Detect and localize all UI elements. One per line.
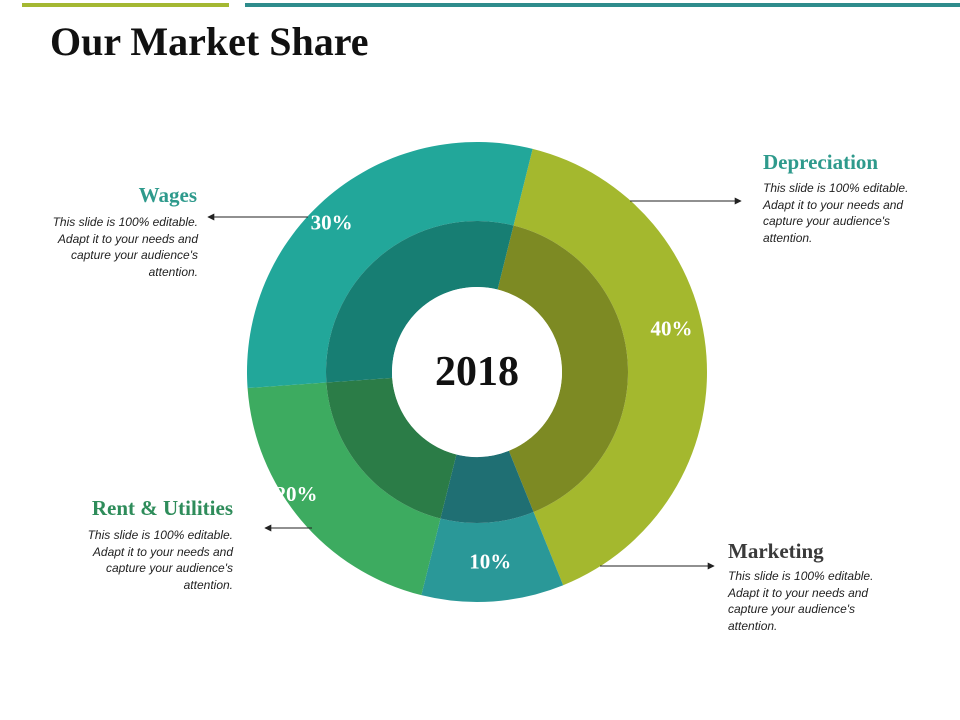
accent-bar-left xyxy=(22,3,229,7)
wages-heading: Wages xyxy=(138,183,197,207)
slice-rent-and-utilities xyxy=(247,382,441,596)
rent-utilities-description: This slide is 100% editable. Adapt it to… xyxy=(87,528,233,592)
slice-inner-wages xyxy=(326,221,514,383)
slice-inner-marketing xyxy=(440,450,534,523)
donut-hole xyxy=(392,287,562,457)
value-label-rent-and-utilities: 20% xyxy=(275,482,317,506)
slice-inner-depreciation xyxy=(497,225,628,513)
marketing-description: This slide is 100% editable. Adapt it to… xyxy=(728,569,874,633)
value-label-depreciation: 40% xyxy=(651,316,693,340)
center-label: 2018 xyxy=(435,349,519,395)
value-label-marketing: 10% xyxy=(469,550,511,574)
slice-depreciation xyxy=(513,148,707,586)
slice-marketing xyxy=(421,512,564,602)
depreciation-description: This slide is 100% editable. Adapt it to… xyxy=(763,181,909,245)
marketing-heading: Marketing xyxy=(728,539,824,563)
slice-wages xyxy=(247,142,533,389)
rent-utilities-heading: Rent & Utilities xyxy=(91,496,233,520)
wages-description: This slide is 100% editable. Adapt it to… xyxy=(52,215,198,279)
accent-bar-right xyxy=(245,3,960,7)
value-label-wages: 30% xyxy=(311,211,353,235)
slide-title: Our Market Share xyxy=(50,19,369,64)
depreciation-heading: Depreciation xyxy=(763,150,879,174)
slice-inner-rent-and-utilities xyxy=(326,377,457,519)
